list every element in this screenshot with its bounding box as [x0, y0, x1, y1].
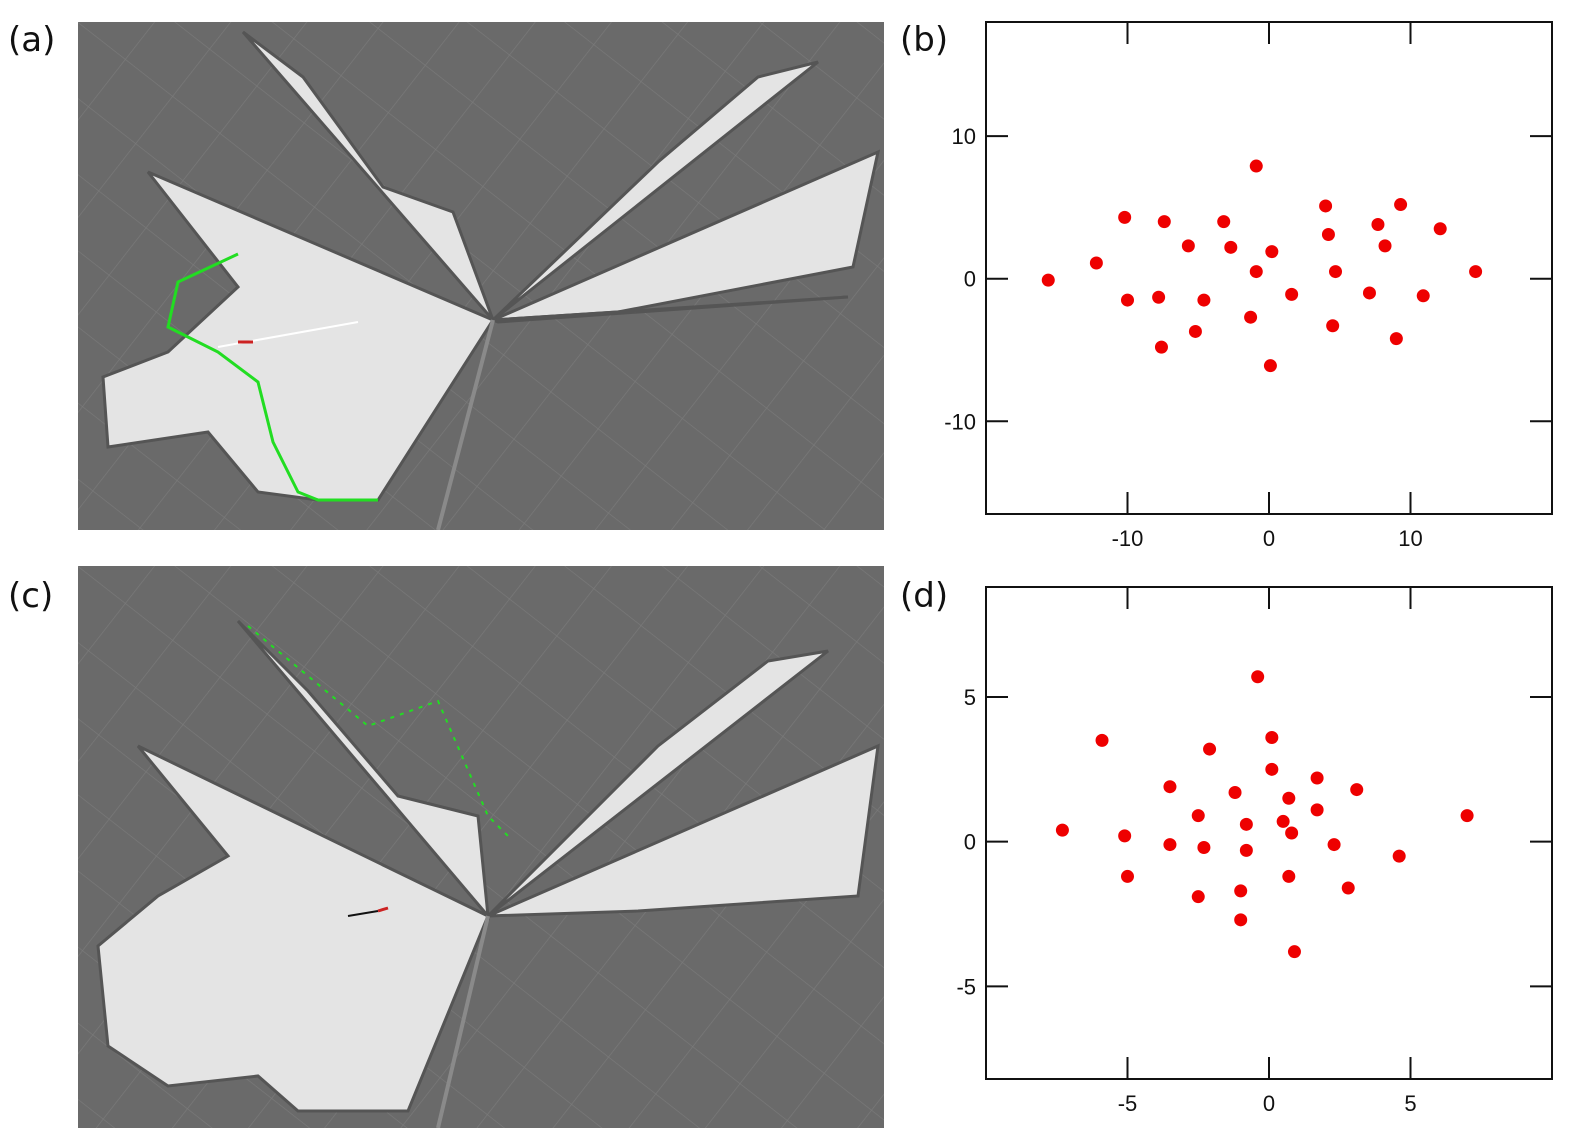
y-tick-label-d-2: 5: [964, 685, 976, 710]
data-point-b-5: [1154, 340, 1168, 354]
data-point-b-7: [1181, 239, 1195, 253]
scan-c: [247, 625, 509, 837]
data-point-d-3: [1121, 869, 1134, 883]
panel-label-a: (a): [8, 20, 56, 60]
plot-frame-b: [985, 21, 1553, 515]
data-point-d-5: [1163, 838, 1177, 852]
scatter-plot-d-svg: -5 0 5 -5 0 5: [956, 586, 1553, 1116]
free-space-c: [96, 619, 880, 1113]
data-point-b-11: [1224, 240, 1238, 254]
data-point-b-4: [1152, 290, 1166, 304]
data-point-d-12: [1234, 913, 1248, 927]
x-tick-label-b-1: 0: [1263, 526, 1275, 551]
data-point-b-19: [1321, 227, 1335, 241]
data-point-b-16: [1263, 359, 1277, 373]
data-point-d-16: [1265, 730, 1279, 744]
data-point-b-13: [1249, 265, 1263, 279]
y-tick-label-b-1: 0: [964, 267, 976, 292]
data-point-d-25: [1327, 838, 1341, 852]
data-point-b-17: [1285, 287, 1299, 301]
data-point-d-20: [1282, 869, 1296, 883]
x-tick-label-d-0: -5: [1118, 1091, 1138, 1116]
scatter-plot-b-svg: -10 0 10 -10 0 10: [944, 21, 1553, 551]
data-point-b-29: [1469, 265, 1483, 279]
data-point-b-1: [1089, 256, 1103, 270]
panel-label-c: (c): [8, 576, 54, 616]
scan-a: [166, 252, 378, 502]
data-point-d-24: [1310, 803, 1324, 817]
data-point-b-12: [1244, 310, 1258, 324]
x-tick-label-b-2: 10: [1398, 526, 1422, 551]
y-tick-label-d-0: -5: [956, 974, 976, 999]
data-point-d-2: [1118, 829, 1132, 843]
data-point-d-18: [1276, 814, 1290, 828]
data-point-d-0: [1055, 823, 1069, 837]
data-point-b-8: [1188, 324, 1202, 338]
occupancy-map-a-image: [78, 22, 884, 530]
data-point-b-20: [1326, 319, 1340, 333]
data-point-b-3: [1121, 293, 1134, 307]
y-tick-label-b-2: 10: [952, 124, 976, 149]
occupancy-map-c-image: [78, 566, 884, 1128]
data-point-b-10: [1217, 215, 1231, 229]
x-tick-label-d-2: 5: [1404, 1091, 1416, 1116]
data-point-d-22: [1287, 945, 1301, 959]
data-point-d-4: [1163, 780, 1177, 794]
data-point-d-27: [1350, 783, 1364, 797]
data-point-d-26: [1341, 881, 1355, 895]
data-point-b-21: [1329, 265, 1343, 279]
data-point-b-22: [1362, 286, 1376, 300]
panel-label-b: (b): [900, 20, 949, 60]
occupancy-map-c: [78, 566, 884, 1128]
y-tick-label-d-1: 0: [964, 830, 976, 855]
data-point-b-28: [1433, 222, 1447, 236]
data-point-b-18: [1319, 199, 1333, 213]
plot-frame-d: [985, 586, 1553, 1080]
data-point-d-7: [1191, 890, 1205, 904]
scatter-plot-b: -10 0 10 -10 0 10: [900, 20, 1570, 565]
data-point-b-14: [1249, 159, 1263, 173]
x-tick-label-d-1: 0: [1263, 1091, 1275, 1116]
data-point-d-13: [1239, 817, 1253, 831]
data-point-b-25: [1389, 332, 1403, 346]
data-point-d-28: [1392, 849, 1406, 863]
data-point-d-14: [1239, 843, 1253, 857]
y-tick-label-b-0: -10: [944, 409, 976, 434]
data-point-d-9: [1203, 742, 1217, 756]
data-point-d-21: [1285, 826, 1299, 840]
data-point-b-0: [1041, 273, 1055, 287]
data-point-d-1: [1095, 733, 1109, 747]
data-point-d-6: [1191, 809, 1205, 823]
data-point-b-24: [1378, 239, 1392, 253]
data-point-b-6: [1157, 215, 1171, 229]
data-point-d-17: [1265, 762, 1279, 776]
data-point-d-10: [1228, 785, 1242, 799]
data-point-b-15: [1265, 245, 1279, 259]
data-point-b-9: [1197, 293, 1211, 307]
panel-label-d: (d): [900, 576, 949, 616]
data-point-d-11: [1234, 884, 1248, 898]
data-point-d-29: [1460, 809, 1474, 823]
data-point-d-19: [1282, 791, 1296, 805]
data-point-b-2: [1118, 210, 1132, 224]
occupancy-map-a: [78, 22, 884, 530]
data-point-d-8: [1197, 840, 1211, 854]
data-point-b-26: [1394, 198, 1408, 212]
data-point-b-23: [1371, 218, 1385, 232]
data-point-b-27: [1416, 289, 1430, 303]
data-point-d-15: [1251, 670, 1265, 684]
data-point-d-23: [1310, 771, 1324, 785]
scatter-plot-d: -5 0 5 -5 0 5: [900, 585, 1570, 1130]
x-tick-label-b-0: -10: [1112, 526, 1144, 551]
